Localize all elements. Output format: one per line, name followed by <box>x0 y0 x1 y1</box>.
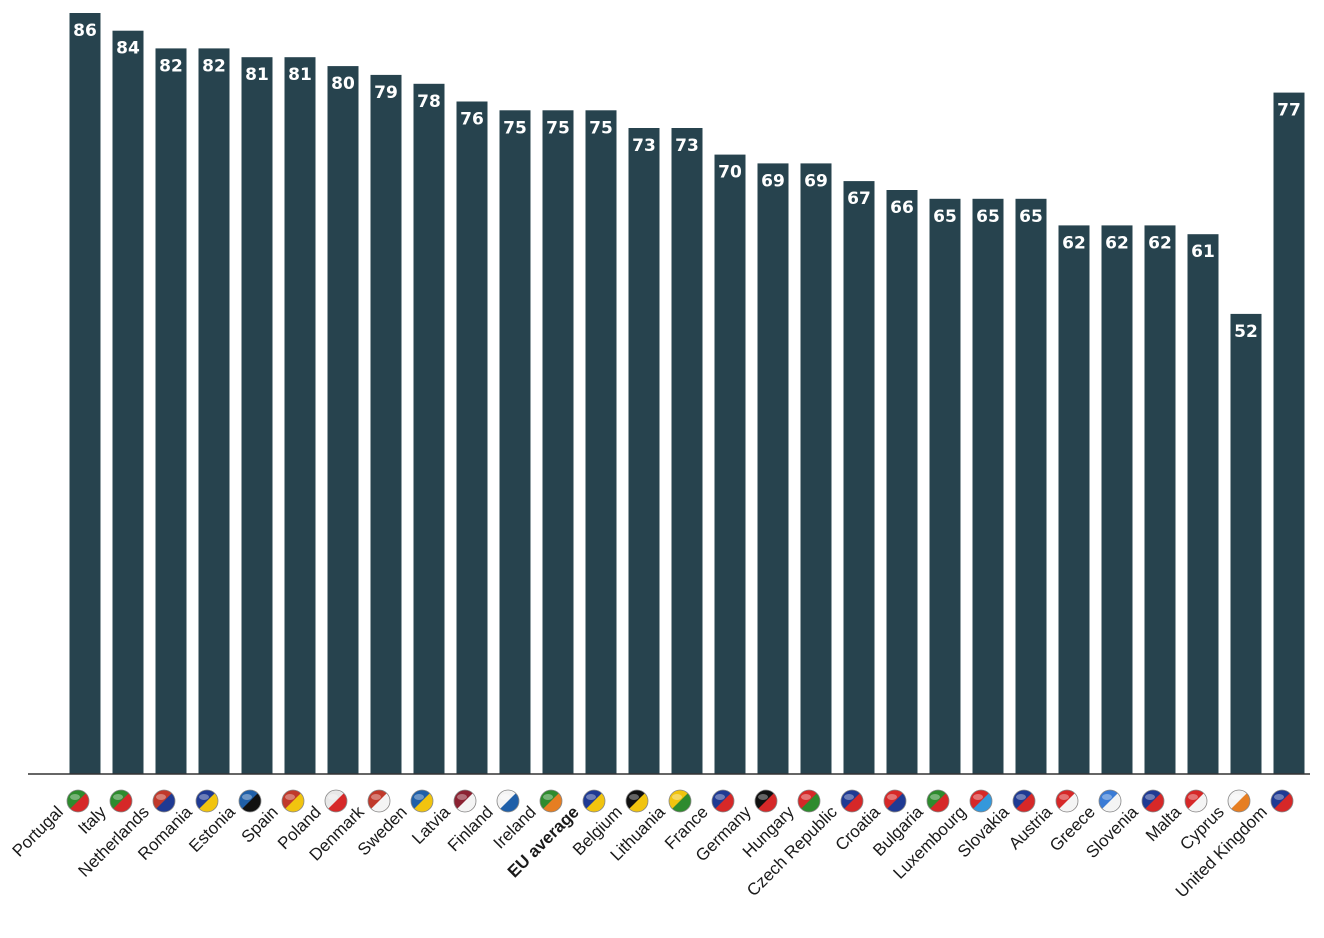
flag-icon-germany <box>754 789 778 813</box>
bar-luxembourg <box>972 198 1004 775</box>
bar-croatia <box>886 190 918 774</box>
value-label-estonia: 81 <box>245 65 269 85</box>
bar-austria <box>1058 225 1090 774</box>
value-label-romania: 82 <box>202 56 226 76</box>
bar-france <box>714 154 746 775</box>
flag-icon-spain <box>281 789 305 813</box>
flag-icon-france <box>711 789 735 813</box>
value-label-france: 70 <box>718 163 742 183</box>
bar-sweden <box>413 83 445 775</box>
bar-finland <box>499 110 531 775</box>
flag-icon-sweden <box>410 789 434 813</box>
flag-icon-poland <box>324 789 348 813</box>
bar-italy <box>112 30 144 774</box>
bar-cyprus <box>1230 313 1262 774</box>
value-labels-layer: 86 84 82 82 81 81 80 79 78 76 75 75 75 73 73 70 69 69 67 66… <box>73 21 1301 342</box>
flag-icon-slovenia <box>1141 789 1165 813</box>
value-label-slovakia: 65 <box>1019 207 1043 227</box>
bar-united-kingdom <box>1273 92 1305 775</box>
value-label-denmark: 79 <box>374 83 398 103</box>
flag-icon-czech-republic <box>840 789 864 813</box>
category-labels-layer: Portugal ItalyNetherlandsRomaniaEstoniaSp… <box>9 802 1271 901</box>
category-label-portugal: Portugal <box>9 802 67 860</box>
bar-portugal <box>69 13 101 774</box>
bar-lithuania <box>671 128 703 774</box>
value-label-spain: 81 <box>288 65 312 85</box>
value-label-united-kingdom: 77 <box>1277 101 1301 121</box>
flag-icon-portugal <box>66 789 90 813</box>
flag-icon-eu-average <box>582 789 606 813</box>
flag-icon-finland <box>496 789 520 813</box>
flag-icon-malta <box>1184 789 1208 813</box>
flag-icon-croatia <box>883 789 907 813</box>
bar-slovenia <box>1144 225 1176 774</box>
flag-icons-layer <box>66 789 1294 813</box>
value-label-germany: 69 <box>761 171 785 191</box>
bar-estonia <box>241 57 273 774</box>
bar-netherlands <box>155 48 187 774</box>
value-label-luxembourg: 65 <box>976 207 1000 227</box>
flag-icon-luxembourg <box>969 789 993 813</box>
flag-icon-hungary <box>797 789 821 813</box>
bar-belgium <box>628 128 660 774</box>
bar-eu-average <box>585 110 617 775</box>
value-label-cyprus: 52 <box>1234 322 1258 342</box>
bar-czech-republic <box>843 181 875 775</box>
flag-icon-denmark <box>367 789 391 813</box>
value-label-greece: 62 <box>1105 233 1129 253</box>
bar-denmark <box>370 74 402 774</box>
value-label-latvia: 76 <box>460 110 484 130</box>
value-label-croatia: 66 <box>890 198 914 218</box>
value-label-netherlands: 82 <box>159 56 183 76</box>
bar-germany <box>757 163 789 774</box>
value-label-eu-average: 75 <box>589 118 613 138</box>
flag-icon-united-kingdom <box>1270 789 1294 813</box>
bar-hungary <box>800 163 832 774</box>
value-label-slovenia: 62 <box>1148 233 1172 253</box>
bar-slovakia <box>1015 198 1047 775</box>
value-label-ireland: 75 <box>546 118 570 138</box>
value-label-hungary: 69 <box>804 171 828 191</box>
bar-spain <box>284 57 316 774</box>
flag-icon-austria <box>1055 789 1079 813</box>
value-label-malta: 61 <box>1191 242 1215 262</box>
value-label-austria: 62 <box>1062 233 1086 253</box>
flag-icon-romania <box>195 789 219 813</box>
value-label-bulgaria: 65 <box>933 207 957 227</box>
value-label-italy: 84 <box>116 39 140 59</box>
value-label-poland: 80 <box>331 74 355 94</box>
value-label-finland: 75 <box>503 118 527 138</box>
flag-icon-ireland <box>539 789 563 813</box>
value-label-czech-republic: 67 <box>847 189 871 209</box>
value-label-portugal: 86 <box>73 21 97 41</box>
value-label-lithuania: 73 <box>675 136 699 156</box>
value-label-sweden: 78 <box>417 92 441 112</box>
bar-latvia <box>456 101 488 774</box>
flag-icon-lithuania <box>668 789 692 813</box>
bar-ireland <box>542 110 574 775</box>
flag-icon-slovakia <box>1012 789 1036 813</box>
value-label-belgium: 73 <box>632 136 656 156</box>
flag-icon-bulgaria <box>926 789 950 813</box>
flag-icon-greece <box>1098 789 1122 813</box>
bar-poland <box>327 66 359 775</box>
bars-layer <box>69 13 1305 775</box>
flag-icon-cyprus <box>1227 789 1251 813</box>
bar-greece <box>1101 225 1133 774</box>
bar-malta <box>1187 234 1219 774</box>
flag-icon-italy <box>109 789 133 813</box>
flag-icon-latvia <box>453 789 477 813</box>
flag-icon-netherlands <box>152 789 176 813</box>
bar-romania <box>198 48 230 774</box>
flag-icon-belgium <box>625 789 649 813</box>
flag-icon-estonia <box>238 789 262 813</box>
bar-bulgaria <box>929 198 961 775</box>
